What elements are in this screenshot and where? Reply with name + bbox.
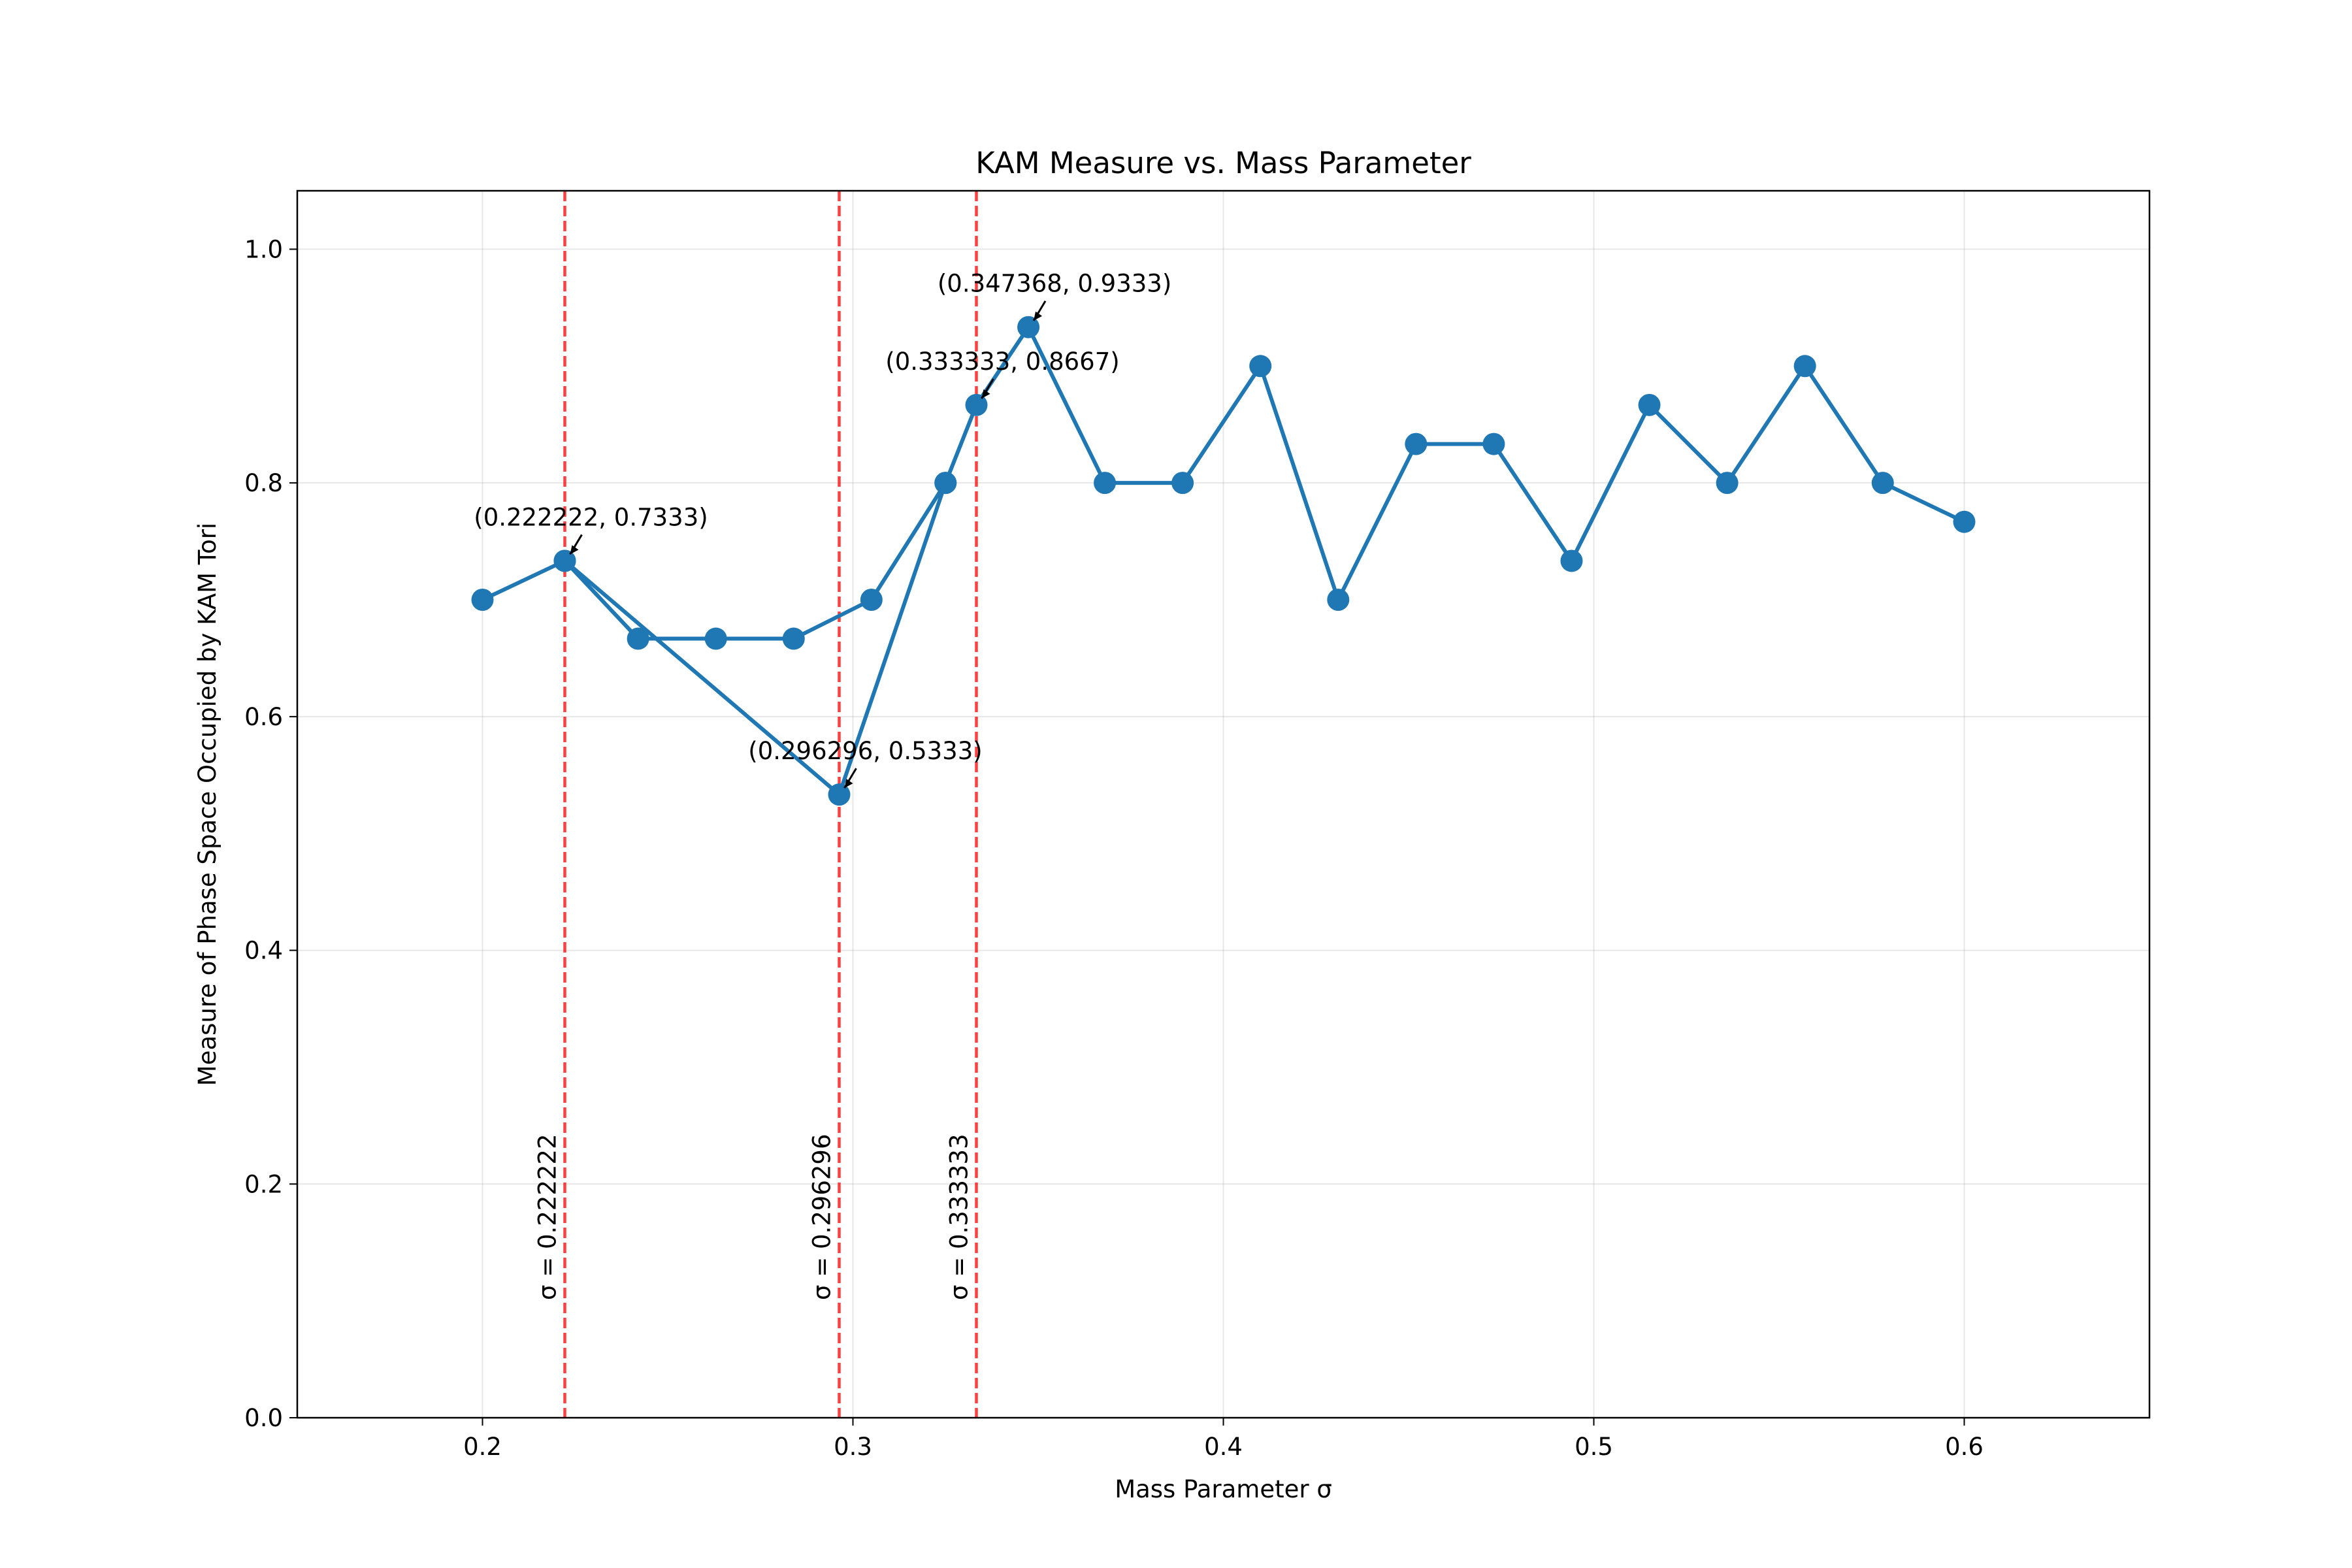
data-point [1171,472,1194,495]
data-point [965,393,988,416]
data-point [1249,355,1272,378]
annotation-label: (0.222222, 0.7333) [474,503,708,531]
vline-label: σ = 0.222222 [533,1134,561,1300]
data-point [1871,472,1894,495]
data-point [627,627,649,650]
data-point [1716,472,1739,495]
x-tick-label: 0.2 [463,1433,502,1461]
annotation-arrowhead [981,389,990,399]
reference-lines: σ = 0.222222 σ = 0.296296 σ = 0.333333 [533,191,978,1418]
x-axis-label: Mass Parameter σ [1115,1475,1332,1503]
data-point [1560,549,1583,572]
data-point [471,589,494,611]
data-point [1638,393,1661,416]
point-annotations: (0.222222, 0.7333) (0.296296, 0.5333) (0.3… [474,270,1171,789]
x-tick-label: 0.3 [834,1433,872,1461]
data-point [828,783,851,806]
annotation-label: (0.333333, 0.8667) [885,348,1119,376]
data-point [782,627,805,650]
series-line [563,482,947,641]
y-tick-label: 0.4 [244,937,283,965]
x-tick-label: 0.6 [1945,1433,1984,1461]
y-tick-label: 0.6 [244,703,283,731]
x-tick-label: 0.4 [1204,1433,1243,1461]
vline-label: σ = 0.296296 [808,1134,836,1300]
annotation-label: (0.347368, 0.9333) [938,270,1171,298]
y-tick-label: 0.0 [244,1404,283,1432]
annotation-arrowhead [844,779,853,789]
y-tick-label: 0.2 [244,1170,283,1198]
data-point [1405,433,1428,455]
x-tick-label: 0.5 [1575,1433,1613,1461]
y-tick-label: 1.0 [244,235,283,263]
y-axis-label: Measure of Phase Space Occupied by KAM T… [193,523,221,1086]
annotation-arrowhead [1034,311,1043,321]
data-point [1327,589,1350,611]
data-point [1793,355,1816,378]
data-point [860,589,883,611]
chart-title: KAM Measure vs. Mass Parameter [975,146,1471,180]
annotation-arrowhead [570,545,579,555]
data-point [1017,316,1040,338]
series-line [482,325,1965,797]
data-point [1482,433,1505,455]
annotation-label: (0.296296, 0.5333) [748,737,982,765]
data-point [1094,472,1117,495]
y-tick-label: 0.8 [244,469,283,497]
data-point [704,627,727,650]
axis-ticks: 0.2 0.3 0.4 0.5 0.6 0.0 0.2 0.4 0.6 0.8 1.0 [244,235,1984,1461]
data-point [934,472,957,495]
vline-label: σ = 0.333333 [945,1134,973,1300]
data-series [471,316,1976,806]
data-point [1953,510,1976,533]
data-point [553,549,576,572]
